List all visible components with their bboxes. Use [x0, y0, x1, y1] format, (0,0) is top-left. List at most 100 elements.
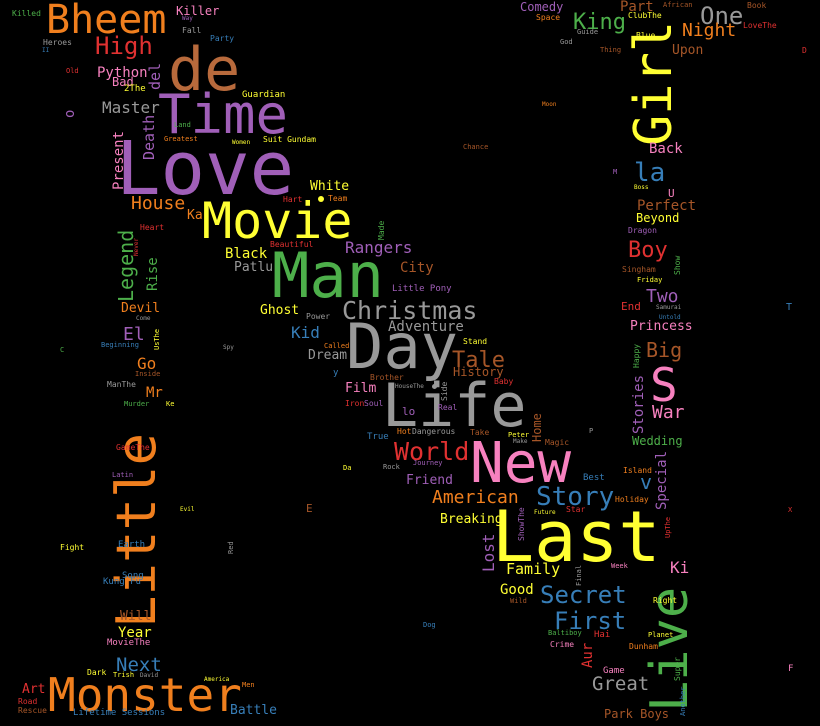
word: de — [168, 35, 241, 105]
word: P — [589, 427, 594, 435]
word: UsThe — [153, 328, 161, 350]
word: African — [663, 1, 693, 9]
word: Dark — [87, 668, 107, 677]
word: II — [42, 47, 50, 54]
word: City — [400, 260, 434, 276]
word: Week — [611, 562, 628, 570]
word: Song — [122, 571, 144, 581]
word: Evil — [180, 506, 195, 513]
word: E — [306, 502, 313, 515]
word: Great — [592, 673, 650, 695]
word: Best — [583, 473, 605, 483]
word: Hart — [283, 195, 303, 204]
word: Crime — [550, 640, 575, 649]
word: World — [394, 437, 470, 466]
word: del — [146, 62, 164, 90]
word: U — [668, 187, 675, 200]
word: ManThe — [107, 380, 136, 389]
word: Park Boys — [604, 707, 670, 721]
word: MovieThe — [107, 638, 151, 648]
word: Life — [382, 371, 527, 441]
word: Right — [653, 596, 678, 605]
word: War — [652, 402, 685, 423]
word: Film — [345, 381, 377, 396]
word: Aur — [580, 642, 596, 668]
word: Little — [105, 432, 168, 628]
word: Soul — [364, 399, 384, 408]
word: Brother — [370, 373, 404, 382]
word: Fall — [182, 26, 202, 35]
word: X — [788, 506, 793, 514]
word: Blue — [636, 31, 656, 40]
word: Party — [210, 34, 235, 43]
word: Perfect — [637, 198, 697, 214]
word: Story — [536, 482, 615, 512]
word: Journey — [413, 459, 443, 467]
word: Back — [649, 141, 683, 157]
word: High — [95, 32, 153, 60]
word: Guide — [577, 28, 599, 36]
word: Two — [646, 286, 679, 307]
word: Family — [506, 560, 561, 578]
word: Friend — [406, 473, 453, 488]
word: Inside — [135, 370, 161, 378]
word: Lifetime Sessions — [73, 708, 166, 718]
word: Next — [116, 654, 162, 676]
word: Thing — [600, 46, 622, 54]
word: Da — [343, 464, 352, 472]
word: Space — [536, 13, 561, 22]
word: Red — [227, 541, 235, 554]
word: Heroes — [43, 38, 72, 47]
word: Power — [306, 312, 331, 321]
word: Stand — [463, 337, 488, 346]
word: Good — [500, 582, 534, 598]
word: Ka — [187, 208, 203, 223]
word: Hai — [594, 630, 611, 640]
word: Kung Fu — [103, 577, 141, 587]
word: Happy — [632, 343, 641, 368]
word: Bheem — [46, 0, 167, 43]
word: Last — [492, 496, 661, 578]
word: Book — [747, 1, 767, 10]
word: Art — [22, 682, 46, 697]
word: 2The — [124, 84, 146, 94]
word: Called — [324, 342, 350, 350]
word: Dangerous — [412, 427, 456, 436]
word: Fight — [60, 543, 85, 552]
word: Death — [140, 114, 158, 160]
word: Big — [646, 338, 683, 362]
word: Ghost — [260, 303, 300, 318]
word: D — [802, 46, 807, 55]
word: El — [123, 324, 145, 345]
word: M — [613, 168, 618, 176]
word: F — [788, 664, 794, 674]
word: Comedy — [520, 0, 564, 14]
word: Present — [111, 130, 127, 190]
word: Women — [232, 139, 251, 146]
word: First — [554, 607, 627, 635]
word: Star — [566, 505, 586, 514]
word: Dunham — [629, 642, 658, 651]
word: Future — [534, 509, 556, 516]
word: Killer — [176, 4, 220, 18]
word: Rise — [145, 257, 161, 291]
word: Moon — [542, 101, 557, 108]
word: Black — [225, 246, 268, 262]
word — [318, 196, 324, 202]
word: Lost — [479, 533, 498, 572]
word: Man — [272, 239, 384, 312]
word: David — [140, 672, 159, 679]
word: Kid — [291, 323, 320, 342]
word: America — [204, 676, 230, 683]
word: Battle — [230, 703, 277, 718]
word: Earth — [118, 540, 146, 550]
word: White — [310, 179, 350, 194]
word: Patlu — [234, 260, 274, 275]
word: New — [470, 431, 572, 496]
word: End — [621, 300, 641, 313]
word: Ke — [166, 400, 175, 408]
word: Make — [513, 438, 528, 445]
word: Samurai — [656, 304, 682, 311]
word: Men — [242, 681, 255, 689]
word: Greatest — [164, 135, 198, 143]
